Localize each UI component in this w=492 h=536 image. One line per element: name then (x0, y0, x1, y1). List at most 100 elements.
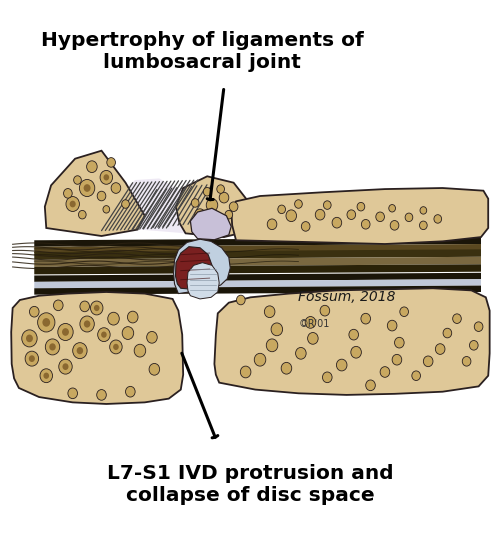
Text: L7-S1 IVD protrusion and
collapse of disc space: L7-S1 IVD protrusion and collapse of dis… (107, 464, 394, 505)
Polygon shape (190, 209, 231, 240)
Circle shape (323, 201, 331, 210)
Circle shape (301, 221, 310, 231)
Circle shape (420, 221, 427, 229)
Circle shape (362, 219, 370, 229)
Circle shape (315, 210, 325, 220)
Circle shape (49, 344, 56, 351)
Circle shape (43, 373, 49, 379)
Circle shape (237, 295, 245, 305)
Polygon shape (215, 288, 490, 395)
Polygon shape (34, 257, 481, 267)
Circle shape (74, 176, 81, 184)
Circle shape (217, 185, 224, 193)
Circle shape (84, 184, 91, 192)
Circle shape (308, 332, 318, 344)
Circle shape (412, 371, 421, 381)
Text: Hypertrophy of ligaments of
lumbosacral joint: Hypertrophy of ligaments of lumbosacral … (41, 31, 364, 72)
Circle shape (62, 328, 69, 336)
Circle shape (79, 180, 95, 197)
Circle shape (68, 388, 78, 399)
Circle shape (147, 331, 157, 343)
Circle shape (266, 339, 278, 352)
Circle shape (91, 301, 103, 315)
Polygon shape (11, 292, 183, 404)
Circle shape (443, 328, 452, 338)
Polygon shape (34, 286, 481, 295)
Circle shape (337, 359, 347, 371)
Circle shape (42, 318, 50, 327)
Circle shape (87, 161, 97, 173)
Circle shape (29, 355, 35, 362)
Circle shape (219, 192, 229, 203)
Circle shape (63, 189, 72, 198)
Circle shape (40, 369, 53, 383)
Circle shape (80, 316, 94, 332)
Circle shape (103, 174, 109, 181)
Circle shape (423, 356, 433, 367)
Circle shape (332, 217, 342, 228)
Circle shape (94, 305, 99, 311)
Circle shape (376, 212, 384, 221)
Polygon shape (176, 176, 255, 237)
Circle shape (134, 344, 146, 357)
Circle shape (125, 386, 135, 397)
Circle shape (389, 205, 396, 212)
Circle shape (80, 301, 90, 312)
Circle shape (320, 306, 330, 316)
Circle shape (420, 207, 427, 214)
Polygon shape (34, 237, 481, 247)
Circle shape (110, 340, 122, 354)
Circle shape (286, 210, 297, 221)
Circle shape (78, 211, 86, 219)
Circle shape (366, 380, 375, 391)
Circle shape (58, 323, 73, 340)
Circle shape (229, 202, 238, 212)
Circle shape (54, 300, 63, 311)
Polygon shape (34, 279, 481, 288)
Circle shape (469, 340, 478, 350)
Circle shape (191, 199, 199, 207)
Circle shape (97, 390, 106, 400)
Circle shape (380, 367, 390, 377)
Circle shape (45, 339, 60, 355)
Polygon shape (34, 273, 481, 282)
Circle shape (25, 351, 38, 366)
Circle shape (281, 362, 292, 374)
Circle shape (122, 200, 129, 209)
Circle shape (127, 311, 138, 323)
Circle shape (296, 347, 306, 359)
Circle shape (390, 220, 399, 230)
Polygon shape (176, 247, 212, 289)
Circle shape (107, 158, 116, 167)
Circle shape (453, 314, 461, 323)
Circle shape (98, 327, 110, 341)
Circle shape (195, 209, 205, 220)
Polygon shape (45, 151, 145, 236)
Circle shape (122, 326, 134, 339)
Circle shape (254, 353, 266, 366)
Circle shape (225, 211, 233, 219)
Circle shape (103, 206, 110, 213)
Circle shape (357, 203, 365, 211)
Circle shape (30, 307, 39, 317)
Circle shape (84, 321, 91, 327)
Circle shape (295, 200, 302, 209)
Polygon shape (125, 178, 200, 233)
Circle shape (462, 356, 471, 366)
Circle shape (400, 307, 408, 317)
Circle shape (278, 205, 285, 214)
Circle shape (305, 317, 316, 328)
Circle shape (264, 306, 275, 318)
Circle shape (347, 210, 356, 219)
Polygon shape (34, 249, 481, 259)
Circle shape (73, 343, 87, 359)
Circle shape (351, 346, 362, 358)
Text: ©R'01: ©R'01 (299, 319, 330, 329)
Circle shape (70, 200, 76, 207)
Circle shape (77, 347, 83, 354)
Circle shape (240, 366, 251, 378)
Circle shape (101, 332, 107, 338)
Circle shape (37, 313, 55, 332)
Circle shape (62, 363, 68, 370)
Circle shape (108, 312, 119, 325)
